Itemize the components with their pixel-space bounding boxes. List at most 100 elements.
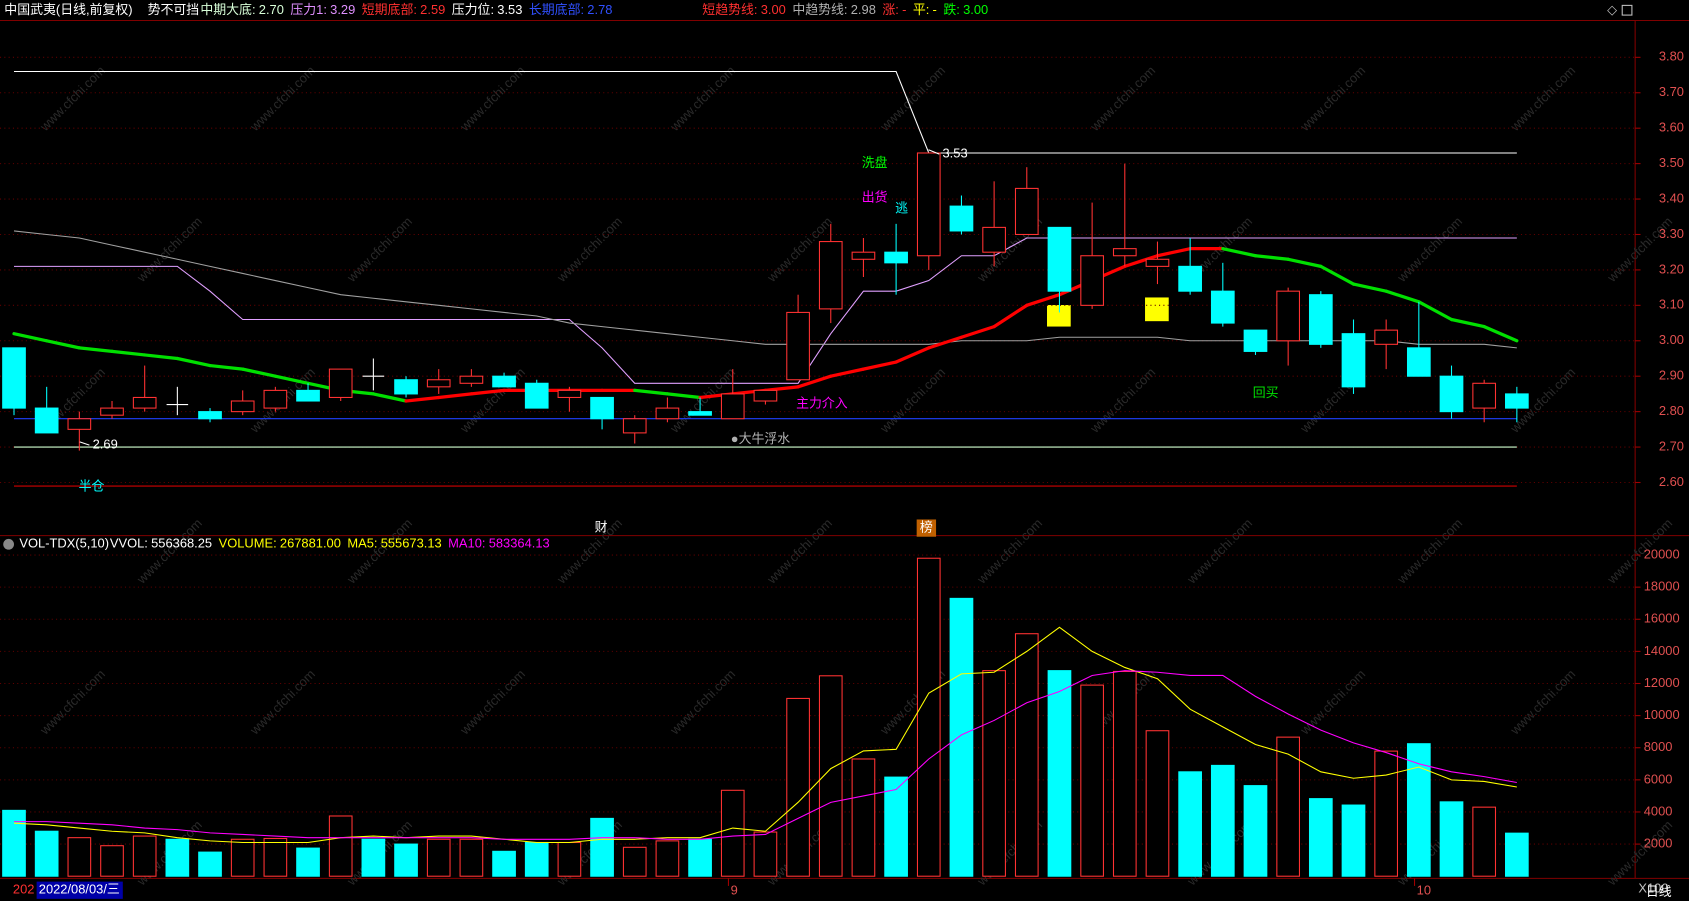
candle-body: [524, 382, 549, 409]
ma-line: [13, 626, 1517, 844]
date-label: 2022/08/03/三: [39, 882, 120, 897]
candle-body: [459, 375, 484, 384]
y-tick-label: 3.60: [1659, 120, 1684, 135]
annotation: 2.69: [93, 437, 118, 452]
y-tick-label: 3.50: [1659, 155, 1684, 170]
candle-body: [2, 347, 26, 409]
volume-bar: [34, 830, 59, 877]
trend-line: [959, 324, 996, 339]
trend-line: [1253, 254, 1290, 261]
y-tick-label: 20000: [1644, 546, 1680, 561]
volume-bar: [165, 838, 190, 877]
trend-line: [1123, 254, 1160, 268]
volume-bar: [1145, 730, 1170, 877]
candle-body: [328, 368, 353, 399]
trend-line: [1417, 300, 1454, 322]
indicator-line: [14, 237, 1517, 384]
y-tick-label: 2000: [1644, 835, 1673, 850]
icon[interactable]: ◇: [1607, 2, 1617, 17]
y-tick-label: 3.80: [1659, 49, 1684, 64]
candle-body: [100, 407, 124, 416]
candle-body: [688, 411, 712, 416]
volume-bar: [949, 597, 974, 877]
candle-body: [720, 393, 745, 420]
candle-body: [1112, 248, 1137, 257]
annotation: ●大牛浮水: [731, 431, 790, 446]
unit-label: X100: [1638, 881, 1668, 896]
annotation: 半仓: [79, 479, 105, 494]
volume-bar: [982, 670, 1006, 877]
candle-body: [851, 251, 876, 260]
y-tick-label: 16000: [1644, 611, 1680, 626]
y-tick-label: 2.60: [1659, 474, 1684, 489]
candle-body: [263, 389, 288, 409]
candle-body: [230, 400, 255, 413]
candle-body: [818, 241, 843, 310]
trend-line: [208, 363, 245, 371]
marker-box: [916, 519, 937, 537]
volume-bar: [557, 841, 582, 877]
header-item: 长期底部: 2.78: [529, 2, 613, 17]
annotation: 出货: [862, 190, 888, 205]
volume-bar: [1308, 798, 1333, 877]
volume-bar: [1243, 785, 1268, 877]
header-name: 中趋势线:: [792, 2, 847, 17]
trend-line: [469, 388, 506, 396]
candle-body: [198, 411, 222, 420]
volume-bar: [884, 776, 908, 877]
trend-line: [1482, 324, 1519, 343]
header-item: 压力位: 3.53: [452, 2, 523, 17]
header-value: 583364.13: [489, 536, 550, 551]
header-name: VOLUME:: [219, 536, 277, 551]
trend-line: [143, 353, 179, 361]
volume-bar: [1047, 670, 1072, 877]
header-item: 平: -: [913, 2, 937, 17]
header-item: 短期底部: 2.59: [362, 2, 446, 17]
candle-body: [982, 226, 1006, 253]
volume-bar: [753, 831, 778, 877]
volume-bar: [688, 838, 712, 877]
header-value: 2.59: [420, 2, 445, 17]
volume-bar: [1439, 801, 1464, 877]
date-prefix: 202: [13, 882, 35, 897]
trend-line: [45, 339, 81, 350]
header-name: MA5:: [347, 536, 377, 551]
date-box: [36, 881, 123, 899]
y-tick-label: 4000: [1644, 803, 1673, 818]
trend-line: [861, 360, 898, 371]
candle-body: [1014, 187, 1039, 236]
header-item: VVOL: 556368.25: [110, 536, 212, 551]
trend-line: [12, 332, 49, 343]
marker: 榜: [920, 520, 933, 535]
icon[interactable]: [3, 538, 15, 550]
y-tick-label: 3.20: [1659, 261, 1684, 276]
volume-bar: [198, 851, 222, 877]
volume-bar: [1374, 750, 1399, 877]
volume-bar: [263, 837, 288, 877]
volume-title: VOL-TDX(5,10): [19, 536, 109, 551]
volume-bar: [1406, 743, 1431, 877]
header-item: 跌: 3.00: [943, 2, 988, 17]
x-tick-label: 10: [1417, 883, 1431, 898]
trend-line: [175, 356, 212, 368]
volume-bar: [1210, 764, 1235, 877]
annotation: 洗盘: [862, 155, 888, 170]
trend-line: [1025, 293, 1062, 307]
y-tick-label: 3.70: [1659, 84, 1684, 99]
candle-body: [1276, 290, 1301, 342]
candle-body: [655, 407, 680, 420]
trend-line: [1384, 289, 1421, 304]
volume-bar: [328, 815, 353, 877]
y-tick-label: 12000: [1644, 675, 1680, 690]
candle-body: [1406, 347, 1431, 377]
header-value: 2.70: [259, 2, 284, 17]
volume-bar: [426, 838, 451, 877]
volume-bar: [132, 835, 157, 877]
candle-body: [34, 407, 59, 434]
icon[interactable]: [1621, 4, 1633, 16]
candle-body: [1504, 393, 1529, 409]
trend-line: [829, 367, 866, 378]
